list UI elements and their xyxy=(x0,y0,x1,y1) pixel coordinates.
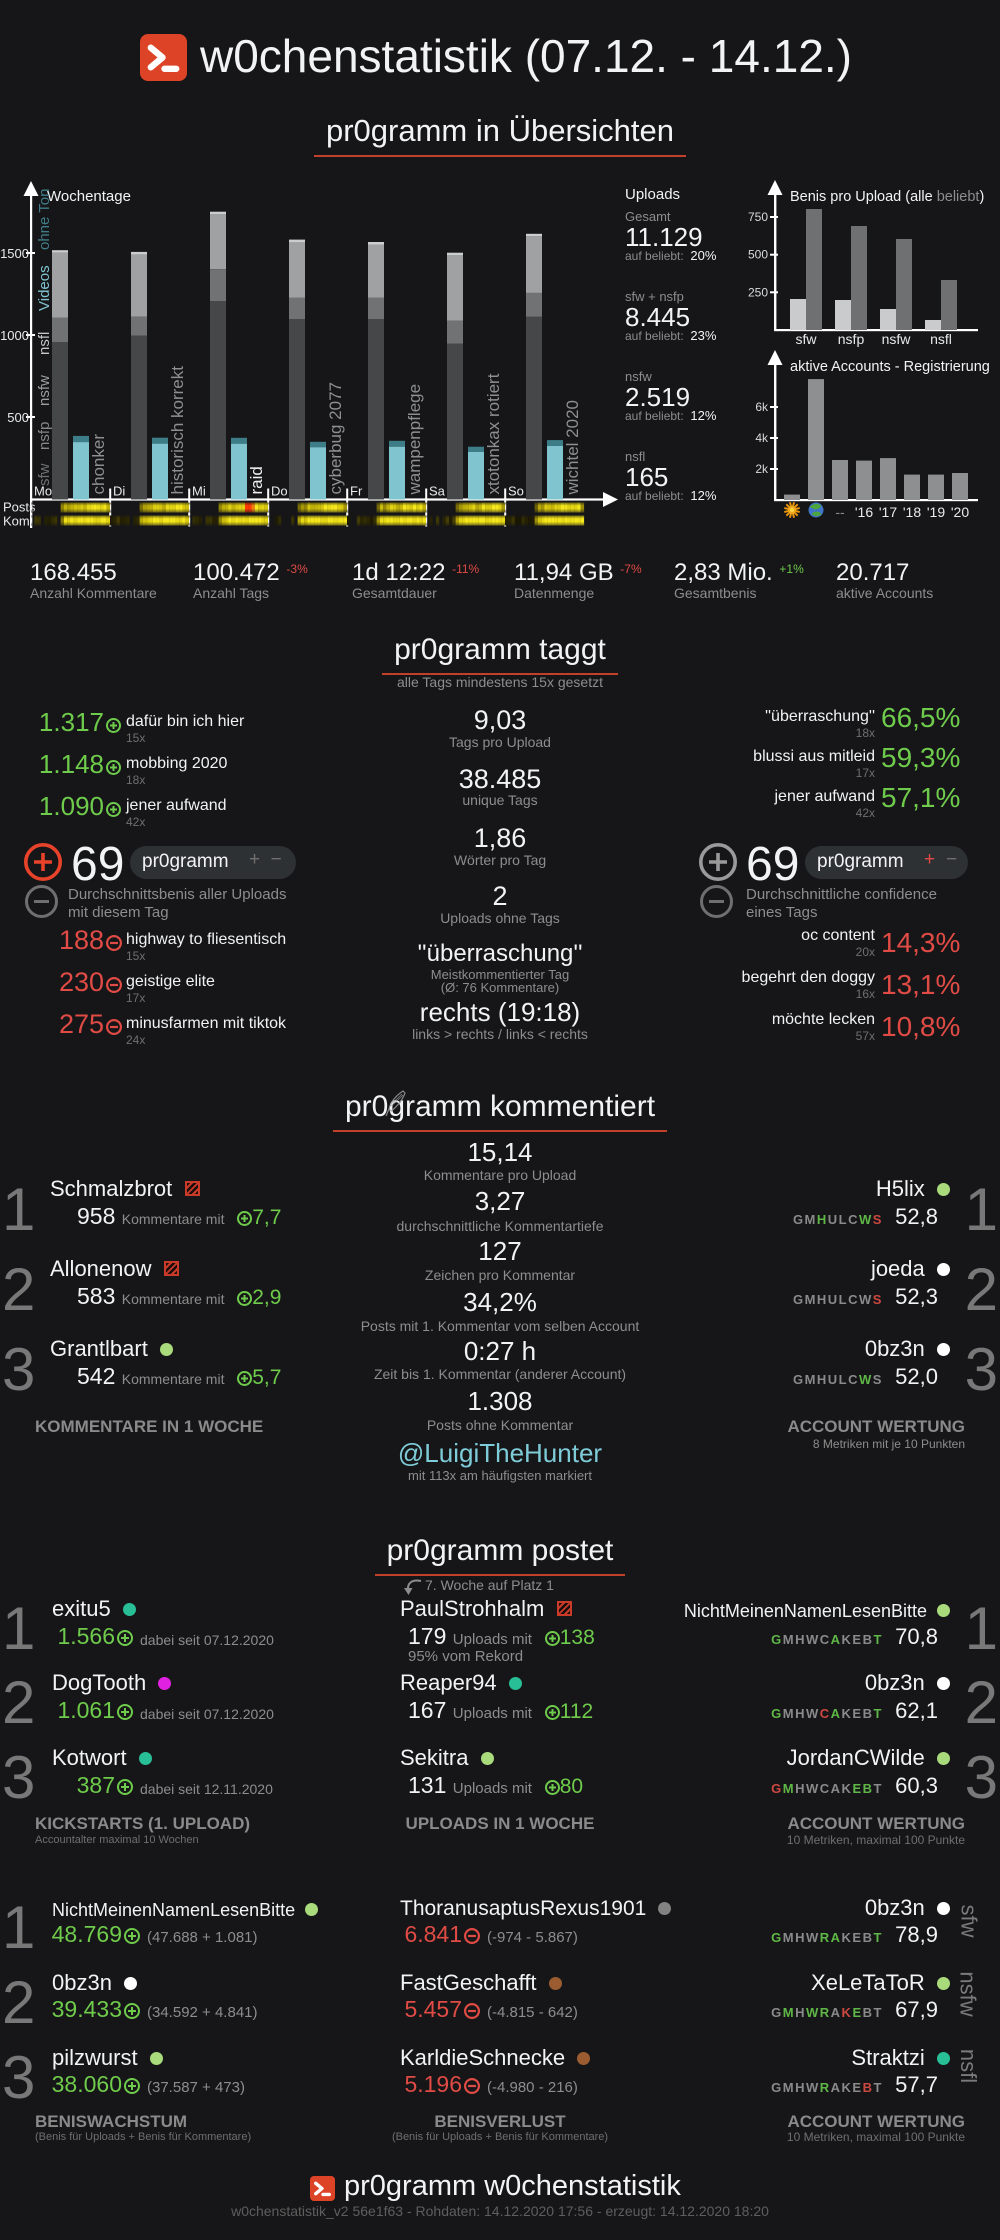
svg-text:So: So xyxy=(508,484,524,499)
svg-text:wichtel 2020: wichtel 2020 xyxy=(563,400,582,496)
svg-text:Videos: Videos xyxy=(36,265,53,311)
svg-text:2k: 2k xyxy=(755,462,769,476)
svg-text:aktive Accounts - Registrierun: aktive Accounts - Registrierung xyxy=(790,359,990,375)
svg-text:Mi: Mi xyxy=(192,484,206,499)
svg-text:'20: '20 xyxy=(951,504,969,520)
svg-text:Sa: Sa xyxy=(429,484,446,499)
svg-text:cyberbug 2077: cyberbug 2077 xyxy=(326,382,345,494)
svg-text:1000: 1000 xyxy=(0,328,29,343)
svg-text:nsfl: nsfl xyxy=(36,332,53,355)
svg-text:500: 500 xyxy=(7,410,29,425)
svg-text:Mo: Mo xyxy=(34,484,52,499)
svg-text:500: 500 xyxy=(748,248,768,262)
svg-text:Fr: Fr xyxy=(350,484,363,499)
svg-text:nsfp: nsfp xyxy=(36,422,53,450)
svg-text:nsfp: nsfp xyxy=(838,331,865,347)
svg-text:'16: '16 xyxy=(855,504,873,520)
svg-text:Posts: Posts xyxy=(3,500,36,515)
svg-text:'18: '18 xyxy=(903,504,921,520)
svg-text:Benis pro Upload (alle beliebt: Benis pro Upload (alle beliebt) xyxy=(790,189,984,205)
svg-text:nsfw: nsfw xyxy=(36,375,53,406)
svg-text:ohne Ton: ohne Ton xyxy=(36,189,53,250)
svg-text:4k: 4k xyxy=(755,431,769,445)
svg-text:chonker: chonker xyxy=(89,434,108,495)
svg-text:250: 250 xyxy=(748,285,768,299)
svg-text:xtotonkax rotiert: xtotonkax rotiert xyxy=(484,373,503,494)
svg-text:750: 750 xyxy=(748,210,768,224)
svg-text:Wochentage: Wochentage xyxy=(47,188,131,205)
svg-text:historisch korrekt: historisch korrekt xyxy=(168,366,187,495)
svg-text:'17: '17 xyxy=(879,504,897,520)
svg-text:--: -- xyxy=(835,504,845,520)
svg-text:sfw: sfw xyxy=(796,331,818,347)
svg-text:sfw: sfw xyxy=(36,463,53,486)
svg-text:raid: raid xyxy=(247,466,266,494)
svg-text:wampenpflege: wampenpflege xyxy=(405,384,424,496)
svg-text:'19: '19 xyxy=(927,504,945,520)
svg-text:Do: Do xyxy=(271,484,288,499)
svg-text:1500: 1500 xyxy=(0,246,29,261)
svg-text:Kom.: Kom. xyxy=(3,514,33,529)
svg-text:nsfw: nsfw xyxy=(882,331,912,347)
svg-text:6k: 6k xyxy=(755,400,769,414)
svg-text:Di: Di xyxy=(113,484,125,499)
svg-text:nsfl: nsfl xyxy=(930,331,952,347)
